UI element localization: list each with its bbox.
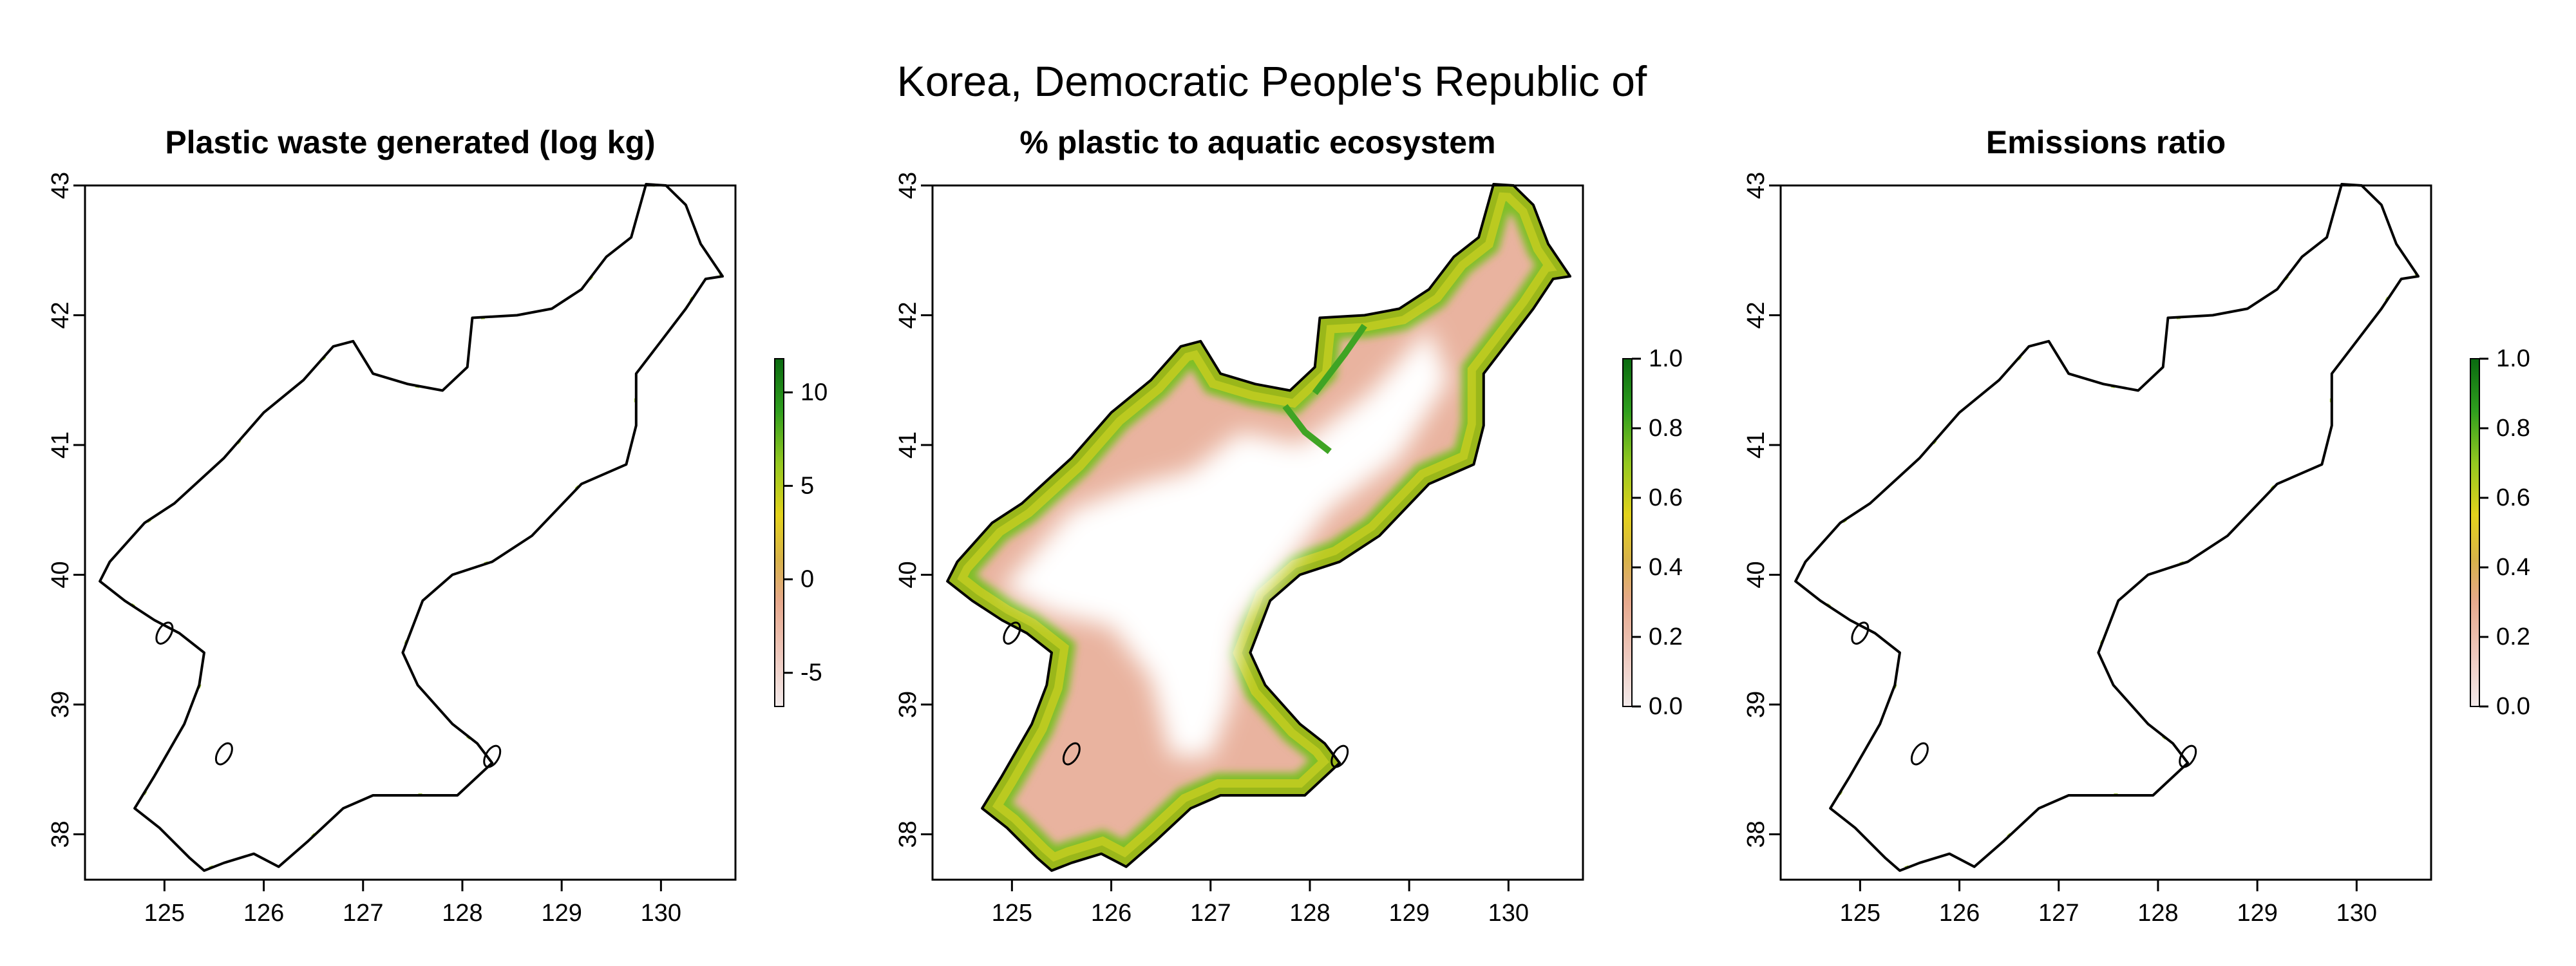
y-tick-label: 40 <box>895 561 922 588</box>
country-outline <box>99 183 724 872</box>
color-legend: 1.0 0.8 0.6 0.4 0.2 0.0 <box>1622 345 1683 720</box>
y-tick-label: 42 <box>895 301 922 328</box>
color-legend: 1.0 0.8 0.6 0.4 0.2 0.0 <box>2470 345 2530 720</box>
sparse-coast-raster <box>100 184 723 871</box>
y-tick-label: 39 <box>1743 691 1770 718</box>
x-tick-label: 125 <box>992 900 1032 927</box>
x-tick-label: 127 <box>1190 900 1231 927</box>
panel-title: % plastic to aquatic ecosystem <box>1019 124 1495 160</box>
y-tick-label: 43 <box>895 172 922 199</box>
figure-title: Korea, Democratic People's Republic of <box>896 57 1647 105</box>
y-tick-label: 43 <box>47 172 74 199</box>
legend-tick-label: 5 <box>800 472 814 499</box>
y-tick-label: 42 <box>47 301 74 328</box>
legend-tick-label: 1.0 <box>2496 345 2530 372</box>
legend-tick-label: 1.0 <box>1649 345 1683 372</box>
y-tick-label: 41 <box>1743 431 1770 459</box>
legend-tick-label: 0.4 <box>1649 554 1683 581</box>
x-tick-label: 130 <box>2336 900 2377 927</box>
x-tick-label: 127 <box>2038 900 2079 927</box>
plot-frame <box>84 184 737 881</box>
legend-tick-label: 0.8 <box>1649 415 1683 442</box>
legend-tick-label: -5 <box>800 659 822 687</box>
y-tick-label: 38 <box>1743 820 1770 848</box>
x-tick-label: 126 <box>243 900 284 927</box>
map-panel-3: Emissions ratio 125 126 127 128 129 130 38 39 40 4… <box>1743 124 2530 927</box>
x-tick-label: 129 <box>2237 900 2277 927</box>
x-tick-label: 130 <box>1488 900 1529 927</box>
legend-tick-label: 10 <box>800 379 828 406</box>
x-tick-label: 129 <box>1388 900 1429 927</box>
y-tick-label: 43 <box>1743 172 1770 199</box>
country-outline <box>1794 183 2420 872</box>
plot-frame <box>1779 184 2432 881</box>
x-tick-label: 125 <box>144 900 185 927</box>
x-tick-label: 126 <box>1091 900 1132 927</box>
y-tick-label: 40 <box>1743 561 1770 588</box>
legend-colorbar <box>774 358 784 707</box>
plot-frame <box>931 184 1584 881</box>
y-tick-label: 38 <box>895 820 922 848</box>
legend-colorbar <box>2470 358 2480 707</box>
x-tick-label: 126 <box>1939 900 1980 927</box>
legend-tick-label: 0.2 <box>2496 623 2530 650</box>
legend-tick-label: 0.6 <box>2496 484 2530 511</box>
y-tick-label: 41 <box>895 431 922 459</box>
panel-title: Plastic waste generated (log kg) <box>165 124 655 160</box>
legend-tick-label: 0.4 <box>2496 554 2530 581</box>
legend-tick-label: 0.2 <box>1649 623 1683 650</box>
x-tick-label: 128 <box>442 900 482 927</box>
legend-tick-label: 0.6 <box>1649 484 1683 511</box>
x-tick-label: 127 <box>343 900 383 927</box>
x-tick-label: 129 <box>541 900 582 927</box>
legend-tick-label: 0.0 <box>2496 693 2530 720</box>
sparse-coast-raster <box>1795 184 2418 871</box>
map-panel-2: % plastic to aquatic ecosystem 125 126 127 1… <box>895 124 1683 927</box>
legend-tick-label: 0.8 <box>2496 415 2530 442</box>
y-tick-label: 40 <box>47 561 74 588</box>
x-tick-label: 125 <box>1840 900 1880 927</box>
x-tick-label: 130 <box>641 900 681 927</box>
legend-colorbar <box>1622 358 1633 707</box>
panel-title: Emissions ratio <box>1986 124 2226 160</box>
x-tick-label: 128 <box>1289 900 1330 927</box>
country-outline <box>946 183 1571 872</box>
y-tick-label: 39 <box>47 691 74 718</box>
legend-tick-label: 0 <box>800 566 814 593</box>
legend-tick-label: 0.0 <box>1649 693 1683 720</box>
y-tick-label: 39 <box>895 691 922 718</box>
aquatic-share-raster <box>947 184 1570 871</box>
y-tick-label: 41 <box>47 431 74 459</box>
y-tick-label: 42 <box>1743 301 1770 328</box>
y-tick-label: 38 <box>47 820 74 848</box>
map-panel-1: Plastic waste generated (log kg) 125 126 12… <box>47 124 828 927</box>
color-legend: 10 5 0 -5 <box>774 358 828 707</box>
x-tick-label: 128 <box>2137 900 2178 927</box>
